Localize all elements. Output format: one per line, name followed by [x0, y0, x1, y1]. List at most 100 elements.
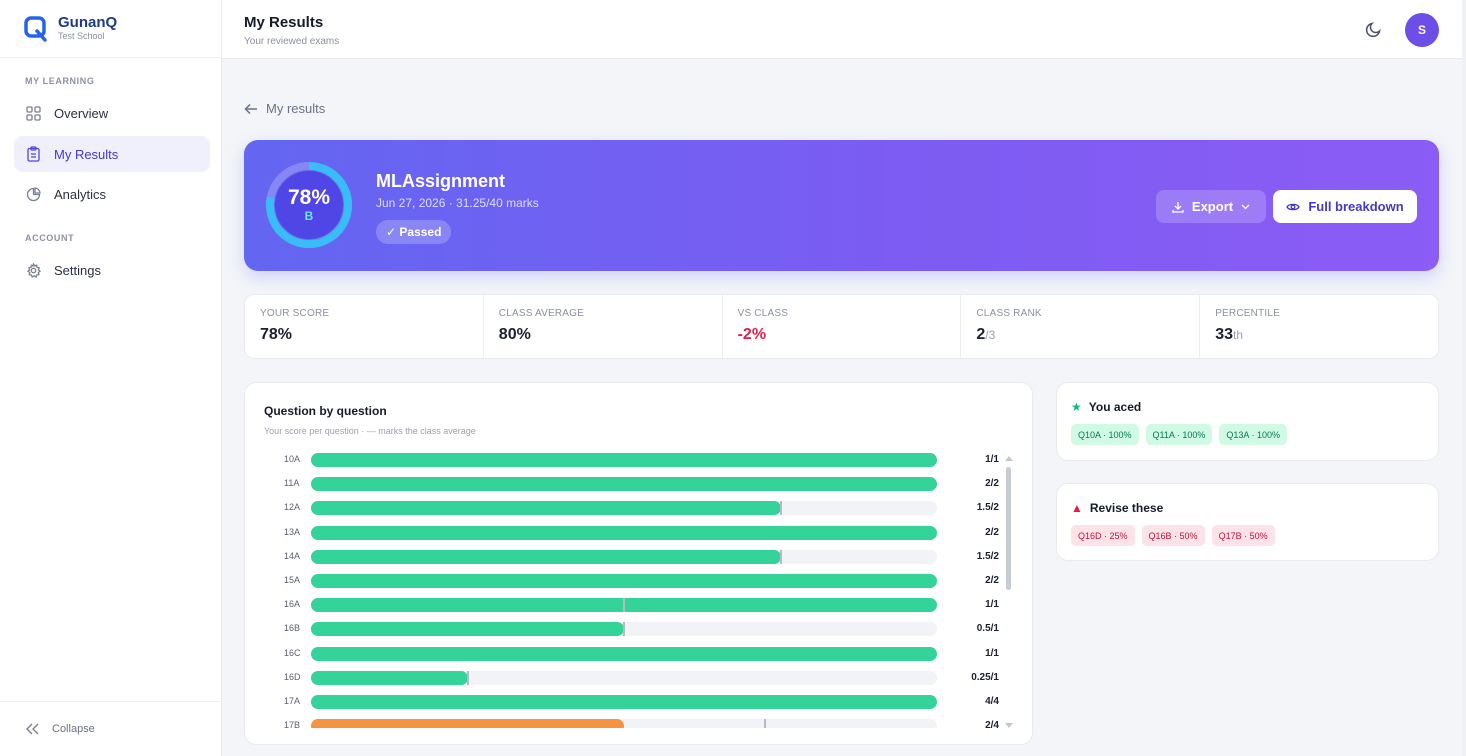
question-bar-track: [311, 501, 937, 516]
question-row: 16C 1/1: [245, 646, 1005, 662]
revise-card: ▲ Revise these Q16D · 25% Q16B · 50% Q17…: [1056, 483, 1439, 561]
warning-triangle-icon: ▲: [1071, 501, 1083, 515]
stat-value: 78%: [260, 326, 293, 343]
score-ring-label: 78% B: [264, 160, 354, 250]
result-hero: 78% B MLAssignment Jun 27, 2026 · 31.25/…: [244, 140, 1439, 271]
scroll-down-icon[interactable]: [1005, 723, 1013, 728]
sidebar-item-label: Analytics: [54, 186, 107, 202]
revise-chip[interactable]: Q16B · 50%: [1141, 525, 1205, 546]
chevron-down-icon: [1241, 204, 1250, 209]
question-label: 16C: [284, 647, 301, 658]
page-scrollbar[interactable]: [1462, 0, 1466, 756]
question-row: 15A 2/2: [245, 573, 1005, 589]
sidebar: GunanQ Test School MY LEARNING Overview …: [0, 0, 222, 756]
question-score: 1/1: [985, 599, 999, 611]
stat-suffix: th: [1232, 328, 1243, 342]
stats-bar: YOUR SCORE 78% CLASS AVERAGE 80% VS CLAS…: [244, 294, 1439, 359]
exam-name: MLAssignment: [376, 171, 506, 191]
question-label: 15A: [284, 575, 301, 585]
question-row: 13A 2/2: [245, 525, 1005, 541]
question-bar-track: [311, 525, 937, 540]
question-label: 17A: [284, 696, 301, 706]
question-score: 1.5/2: [976, 502, 999, 514]
sidebar-item-label: Overview: [54, 105, 109, 121]
question-score-bar: [311, 525, 937, 540]
question-score-bar: [311, 549, 781, 564]
collapse-button[interactable]: Collapse: [0, 701, 221, 756]
sidebar-item-overview[interactable]: Overview: [14, 95, 210, 131]
pie-chart-icon: [25, 186, 41, 202]
aced-chip[interactable]: Q10A · 100%: [1071, 424, 1139, 445]
question-score-bar: [311, 574, 937, 588]
question-row: 17B 2/4: [245, 718, 1005, 728]
stat-value: -2%: [737, 326, 767, 343]
avatar[interactable]: S: [1405, 13, 1439, 47]
question-row: 14A 1.5/2: [245, 549, 1005, 565]
brand-subtitle: Test School: [58, 31, 105, 41]
aced-title: ★ You aced: [1071, 400, 1141, 414]
sidebar-item-label: Settings: [54, 262, 101, 278]
card-subtitle: Your score per question · — marks the cl…: [264, 426, 476, 436]
card-title: Question by question: [264, 404, 387, 418]
brand-name: GunanQ: [58, 14, 118, 31]
stat-class-rank: CLASS RANK 2/3: [961, 295, 1201, 358]
stat-value: 33th: [1215, 326, 1243, 343]
question-score: 2/2: [985, 575, 999, 586]
scroll-up-icon[interactable]: [1005, 456, 1013, 461]
question-row: 16D 0.25/1: [245, 670, 1005, 686]
topbar: My Results Your reviewed exams S: [222, 0, 1466, 59]
revise-chip[interactable]: Q16D · 25%: [1071, 525, 1135, 546]
class-average-marker: [466, 670, 469, 685]
question-score-bar: [311, 501, 781, 516]
question-bar-track: [311, 453, 937, 467]
question-row: 16A 1/1: [245, 597, 1005, 613]
question-bar-track: [311, 695, 937, 709]
export-button[interactable]: Export: [1156, 190, 1266, 223]
revise-chip[interactable]: Q17B · 50%: [1211, 525, 1275, 546]
scrollbar[interactable]: [1005, 452, 1013, 728]
sidebar-item-analytics[interactable]: Analytics: [14, 176, 210, 212]
revise-title-label: Revise these: [1089, 501, 1164, 515]
moon-icon[interactable]: [1365, 20, 1383, 38]
star-icon: ★: [1071, 400, 1082, 414]
question-label: 14A: [284, 550, 301, 561]
question-bar-track: [311, 598, 937, 613]
clipboard-icon: [25, 146, 41, 162]
double-chevron-left-icon: [26, 723, 40, 735]
question-bar-track: [311, 574, 937, 588]
sidebar-item-my-results[interactable]: My Results: [14, 136, 210, 172]
section-my-learning: MY LEARNING: [25, 76, 95, 86]
question-label: 11A: [284, 478, 300, 489]
question-list[interactable]: 10A 1/1 11A 2/2 12A 1.5/2 13A 2/2 14A 1.5/2 15A 2/2…: [245, 452, 1005, 728]
scroll-thumb[interactable]: [1006, 467, 1011, 590]
aced-title-label: You aced: [1088, 400, 1142, 414]
section-account: ACCOUNT: [25, 233, 75, 243]
question-score: 4/4: [985, 696, 999, 707]
sidebar-item-settings[interactable]: Settings: [14, 252, 210, 288]
class-average-marker: [779, 501, 782, 516]
stat-vs-class: VS CLASS -2%: [723, 295, 962, 358]
aced-chip[interactable]: Q13A · 100%: [1219, 424, 1287, 445]
brand-logo-icon: [24, 15, 48, 42]
question-score-bar: [311, 453, 937, 467]
eye-icon: [1286, 203, 1301, 210]
sidebar-item-label: My Results: [54, 146, 119, 162]
question-label: 16B: [284, 623, 301, 634]
full-breakdown-button[interactable]: Full breakdown: [1273, 190, 1417, 223]
revise-chips: Q16D · 25% Q16B · 50% Q17B · 50%: [1071, 525, 1275, 546]
question-label: 12A: [284, 502, 301, 513]
brand[interactable]: GunanQ Test School: [0, 0, 221, 58]
collapse-label: Collapse: [52, 723, 95, 735]
stat-label: CLASS AVERAGE: [498, 308, 585, 319]
question-score: 0.5/1: [976, 623, 999, 635]
stat-label: PERCENTILE: [1215, 308, 1280, 319]
download-icon: [1172, 201, 1184, 213]
aced-chips: Q10A · 100% Q11A · 100% Q13A · 100%: [1071, 424, 1287, 445]
aced-chip[interactable]: Q11A · 100%: [1145, 424, 1213, 445]
stat-percentile: PERCENTILE 33th: [1200, 295, 1438, 358]
question-row: 11A 2/2: [245, 476, 1005, 492]
stat-your-score: YOUR SCORE 78%: [245, 295, 484, 358]
question-score: 1/1: [985, 454, 999, 465]
back-link[interactable]: My results: [244, 101, 325, 116]
question-row: 17A 4/4: [245, 694, 1005, 710]
